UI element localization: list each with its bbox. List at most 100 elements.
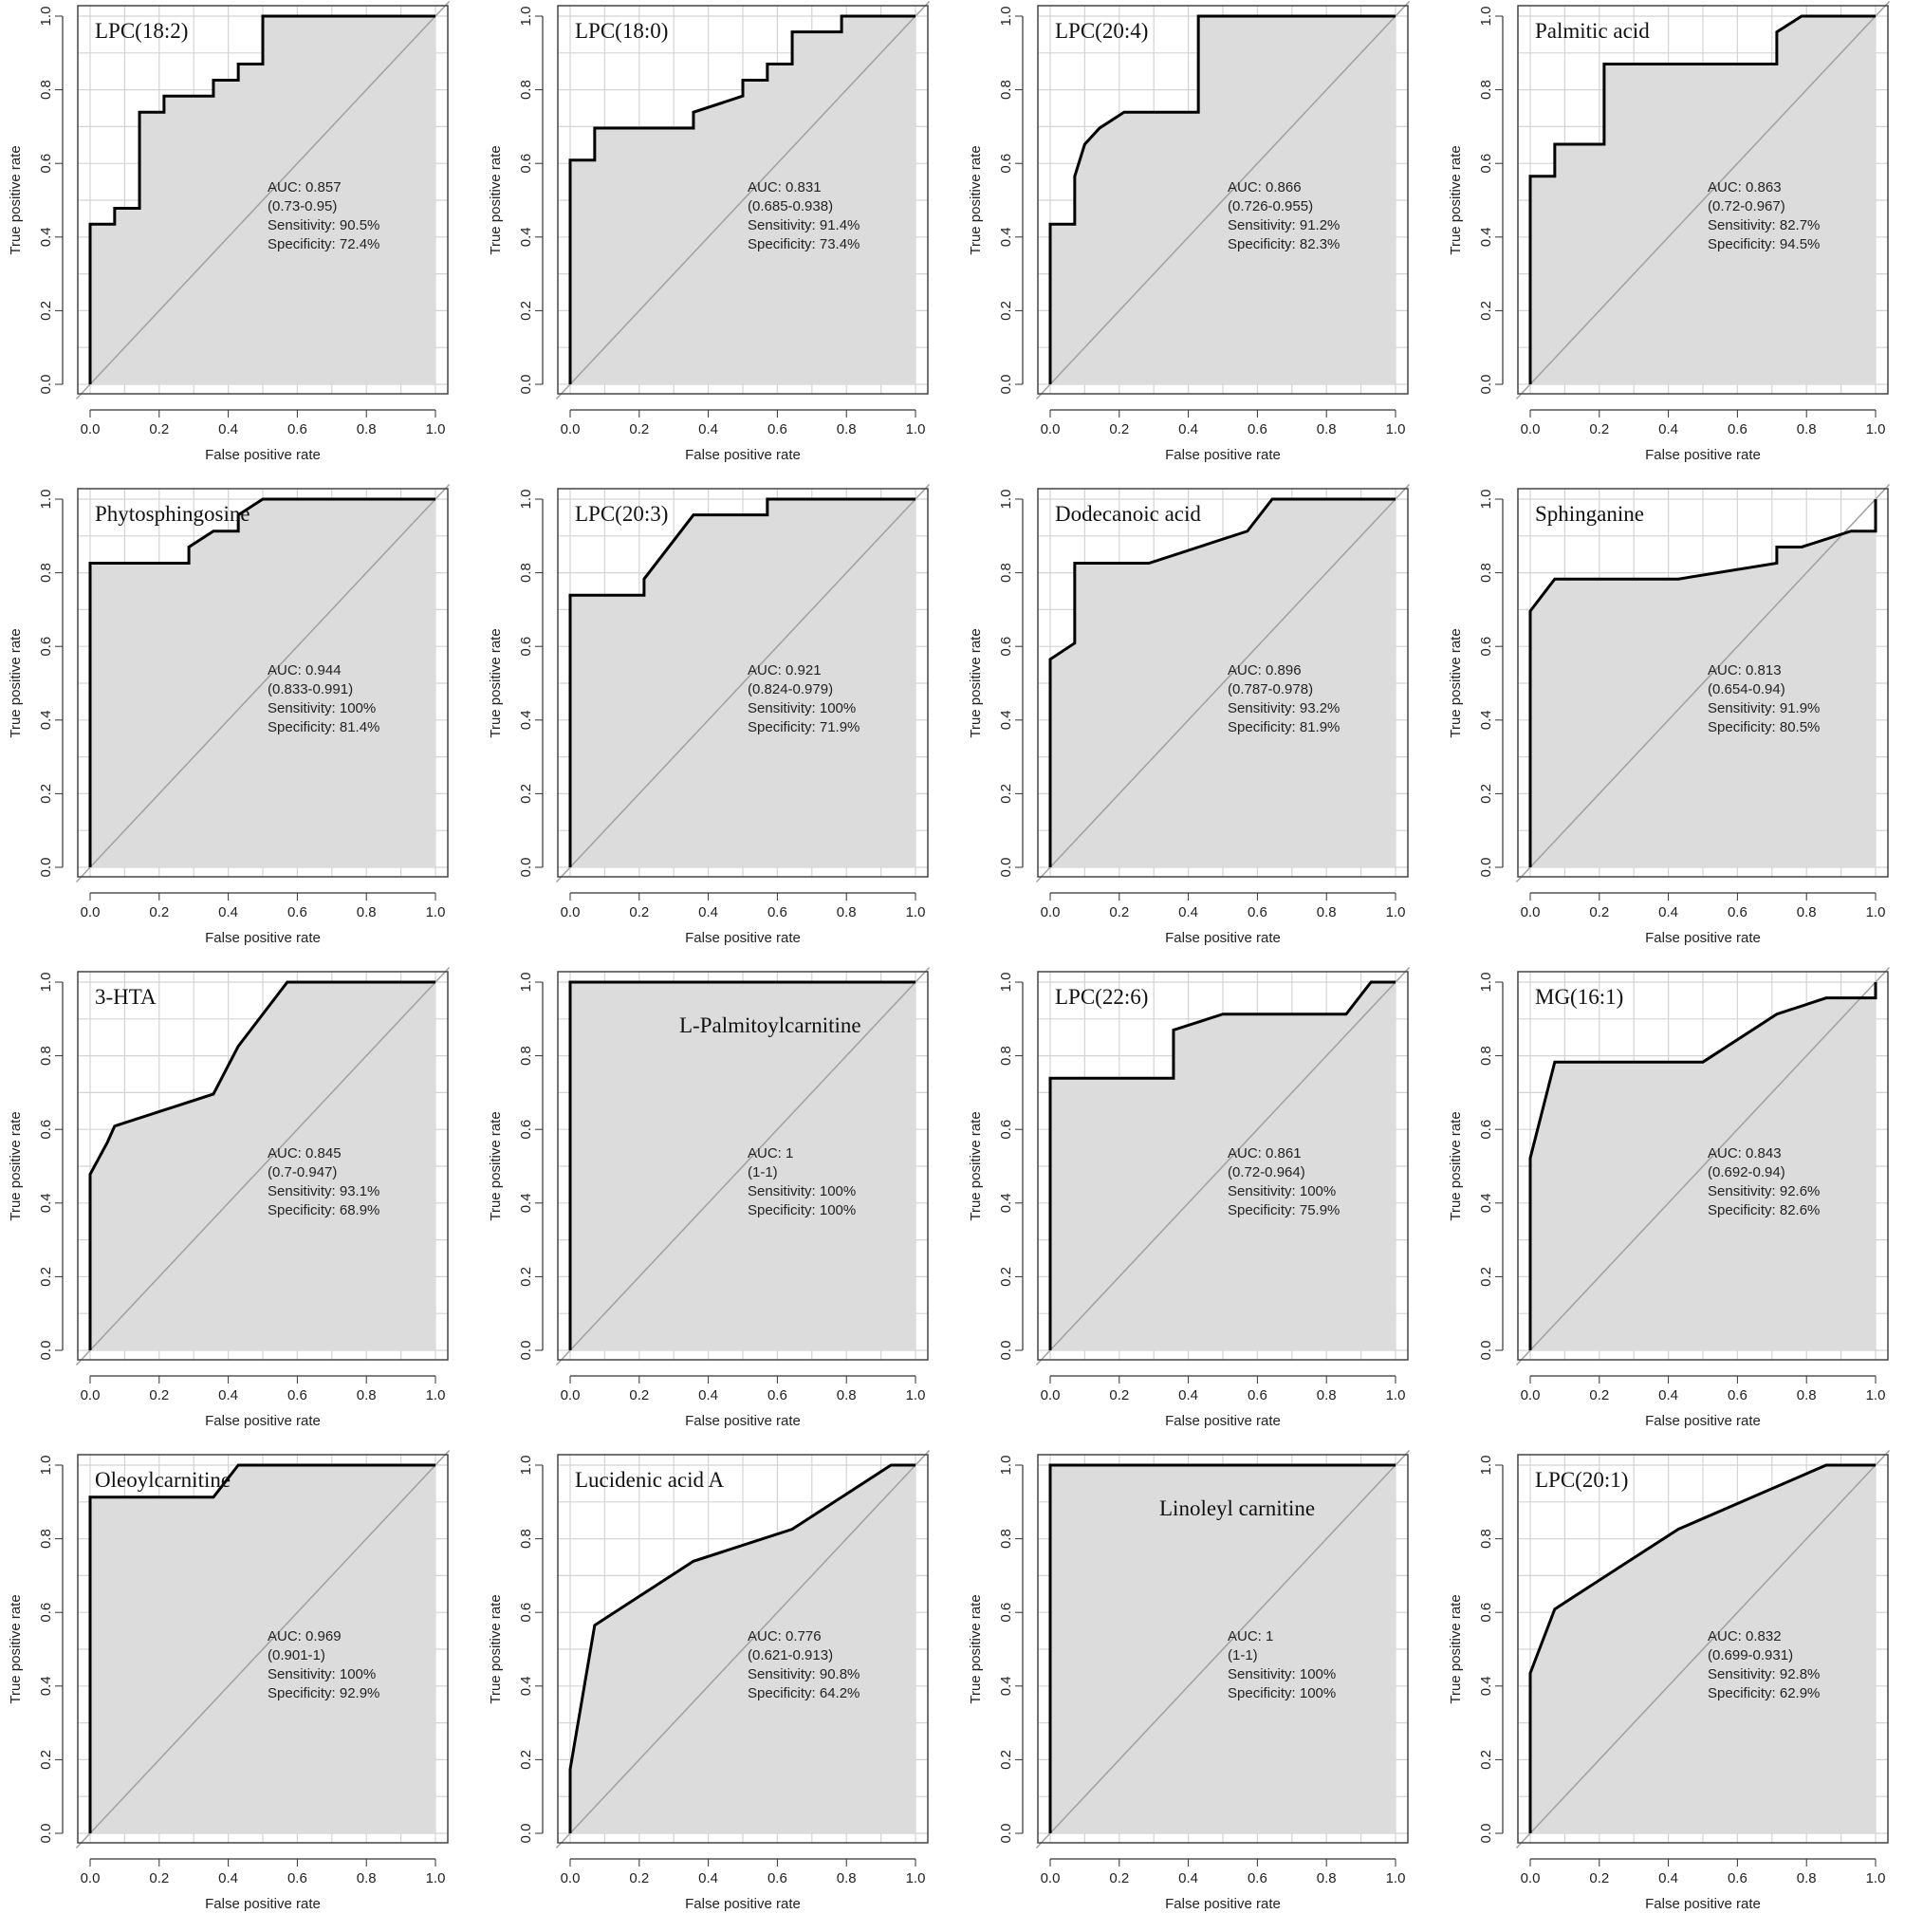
y-tick-label: 0.0 — [38, 1824, 54, 1844]
x-tick-label: 0.8 — [1317, 904, 1337, 920]
roc-curve-line — [1528, 14, 1876, 384]
auc-value: AUC: 0.921 — [748, 662, 822, 678]
y-axis: 0.0 0.2 0.4 0.6 0.8 1.0 — [38, 7, 64, 394]
x-tick-label: 0.4 — [1178, 904, 1198, 920]
y-tick-label: 1.0 — [518, 973, 534, 993]
x-axis: 0.0 0.2 0.4 0.6 0.8 1.0 — [81, 1858, 445, 1886]
y-tick-label: 0.8 — [998, 80, 1014, 100]
y-tick-label: 1.0 — [998, 490, 1014, 510]
x-tick-label: 0.4 — [1658, 421, 1678, 437]
plot-frame — [1517, 5, 1889, 395]
roc-curve-line — [1528, 982, 1877, 1350]
plot-frame — [557, 488, 929, 878]
y-tick-label: 1.0 — [38, 490, 54, 510]
plot-frame — [77, 5, 449, 395]
x-tick-label: 0.2 — [1589, 1387, 1609, 1403]
x-tick-label: 0.0 — [81, 1870, 101, 1886]
y-tick-label: 0.4 — [518, 1193, 534, 1213]
panel-title: L-Palmitoylcarnitine — [679, 1013, 861, 1037]
x-tick-label: 0.4 — [218, 1387, 238, 1403]
x-tick-label: 0.2 — [149, 1387, 169, 1403]
x-tick-label: 0.8 — [837, 1870, 857, 1886]
roc-panel: 0.0 0.2 0.4 0.6 0.8 1.0 False positive rate 0.0… — [0, 0, 480, 483]
y-axis-title: True positive rate — [8, 1594, 24, 1703]
y-axis-title: True positive rate — [968, 628, 984, 737]
x-axis-title: False positive rate — [1645, 1413, 1761, 1429]
y-axis-title: True positive rate — [488, 1594, 504, 1703]
y-tick-label: 0.6 — [998, 1120, 1014, 1140]
y-axis: 0.0 0.2 0.4 0.6 0.8 1.0 — [38, 973, 64, 1360]
panel-title: LPC(20:3) — [575, 502, 668, 526]
x-tick-label: 1.0 — [906, 904, 926, 920]
roc-panel: 0.0 0.2 0.4 0.6 0.8 1.0 False positive rate 0.0… — [0, 1449, 480, 1932]
x-tick-label: 0.6 — [767, 904, 787, 920]
x-tick-label: 0.8 — [357, 904, 377, 920]
chance-diagonal-line — [1035, 966, 1411, 1366]
x-axis: 0.0 0.2 0.4 0.6 0.8 1.0 — [81, 409, 445, 437]
x-axis-title: False positive rate — [1165, 1896, 1281, 1912]
sensitivity-value: Sensitivity: 93.1% — [268, 1183, 379, 1199]
auc-confidence-interval: (1-1) — [1228, 1647, 1258, 1663]
y-tick-label: 1.0 — [518, 490, 534, 510]
specificity-value: Specificity: 64.2% — [748, 1685, 860, 1701]
y-axis-title: True positive rate — [1448, 1111, 1464, 1220]
x-tick-label: 0.2 — [1589, 1870, 1609, 1886]
roc-curve-line — [88, 497, 435, 867]
roc-panel: 0.0 0.2 0.4 0.6 0.8 1.0 False positive rate 0.0… — [480, 0, 960, 483]
panel-title: Lucidenic acid A — [575, 1468, 724, 1492]
x-tick-label: 0.4 — [698, 1387, 718, 1403]
y-axis: 0.0 0.2 0.4 0.6 0.8 1.0 — [518, 973, 544, 1360]
chance-diagonal-line — [1515, 1449, 1891, 1849]
auc-stats: AUC: 0.921 (0.824-0.979) Sensitivity: 100%… — [748, 662, 860, 735]
y-tick-label: 0.4 — [38, 1676, 54, 1696]
auc-confidence-interval: (0.621-0.913) — [748, 1647, 833, 1663]
x-tick-label: 0.0 — [1521, 1870, 1541, 1886]
roc-curve-line — [568, 1463, 915, 1833]
y-tick-label: 1.0 — [38, 1456, 54, 1476]
x-tick-label: 0.6 — [1248, 421, 1267, 437]
y-axis-title: True positive rate — [968, 1111, 984, 1220]
sensitivity-value: Sensitivity: 100% — [748, 700, 856, 716]
y-axis: 0.0 0.2 0.4 0.6 0.8 1.0 — [1478, 973, 1504, 1360]
y-tick-label: 0.2 — [38, 301, 54, 321]
y-tick-label: 0.8 — [518, 1529, 534, 1549]
auc-confidence-interval: (0.73-0.95) — [268, 198, 337, 214]
auc-confidence-interval: (0.654-0.94) — [1708, 681, 1785, 697]
x-tick-label: 0.0 — [1521, 904, 1541, 920]
x-tick-label: 0.4 — [1658, 1870, 1678, 1886]
y-tick-label: 0.6 — [38, 154, 54, 174]
chance-diagonal-line — [555, 483, 931, 883]
x-axis-title: False positive rate — [205, 1413, 321, 1429]
auc-stats: AUC: 0.831 (0.685-0.938) Sensitivity: 91.4… — [748, 179, 860, 252]
panel-title: LPC(18:2) — [95, 19, 188, 43]
chance-diagonal-line — [1515, 483, 1891, 883]
y-tick-label: 1.0 — [38, 7, 54, 27]
y-tick-label: 1.0 — [998, 973, 1014, 993]
y-axis: 0.0 0.2 0.4 0.6 0.8 1.0 — [998, 973, 1024, 1360]
x-tick-label: 0.6 — [287, 1387, 307, 1403]
x-tick-label: 0.8 — [1797, 1387, 1817, 1403]
roc-panel: 0.0 0.2 0.4 0.6 0.8 1.0 False positive rate 0.0… — [0, 966, 480, 1449]
sensitivity-value: Sensitivity: 93.2% — [1228, 700, 1340, 716]
x-axis-title: False positive rate — [205, 1896, 321, 1912]
chance-diagonal-line — [75, 1449, 451, 1849]
panel-title: LPC(20:1) — [1535, 1468, 1628, 1492]
roc-chart-svg: 0.0 0.2 0.4 0.6 0.8 1.0 False positive rate 0.0… — [8, 483, 451, 946]
roc-panel: 0.0 0.2 0.4 0.6 0.8 1.0 False positive rate 0.0… — [1440, 1449, 1920, 1932]
x-axis-title: False positive rate — [1165, 1413, 1281, 1429]
y-tick-label: 0.6 — [1478, 1120, 1494, 1140]
chance-diagonal-line — [1035, 483, 1411, 883]
auc-confidence-interval: (0.824-0.979) — [748, 681, 833, 697]
y-tick-label: 0.4 — [998, 710, 1014, 730]
x-axis: 0.0 0.2 0.4 0.6 0.8 1.0 — [1041, 1375, 1405, 1403]
plot-frame — [77, 1454, 449, 1844]
auc-value: AUC: 0.896 — [1228, 662, 1302, 678]
y-tick-label: 0.6 — [518, 1120, 534, 1140]
y-tick-label: 0.0 — [518, 858, 534, 878]
x-tick-label: 0.0 — [81, 421, 101, 437]
y-tick-label: 0.4 — [518, 1676, 534, 1696]
x-tick-label: 0.0 — [1041, 421, 1061, 437]
y-axis-title: True positive rate — [1448, 145, 1464, 254]
x-axis: 0.0 0.2 0.4 0.6 0.8 1.0 — [1521, 1858, 1885, 1886]
y-tick-label: 0.0 — [518, 375, 534, 395]
